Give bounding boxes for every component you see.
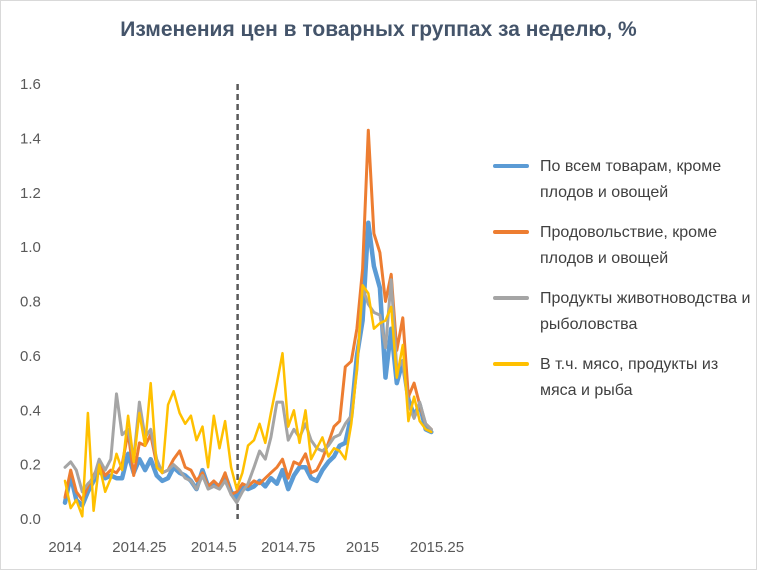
y-tick-label: 0.8 [20,294,41,311]
y-tick-label: 1.2 [20,185,41,202]
y-tick-label: 0.6 [20,348,41,365]
legend-label-all-goods: По всем товарам, кроме плодов и овощей [540,158,722,201]
chart-title: Изменения цен в товарных группах за неде… [120,18,637,41]
y-axis: 0.0 0.2 0.4 0.6 0.8 1.0 1.2 1.4 1.6 [20,76,41,528]
legend-swatch-all-goods [493,164,529,168]
y-tick-label: 1.4 [20,130,41,147]
legend-item-meat: В т.ч. мясо, продукты из мяса и рыба [490,352,755,404]
legend-item-livestock: Продукты животноводства и рыболовства [490,286,755,338]
x-axis: 2014 2014.25 2014.5 2014.75 2015 2015.25 [48,539,464,556]
legend-swatch-meat [493,362,529,366]
series-line-meat [63,283,433,518]
legend-label-food: Продовольствие, кроме плодов и овощей [540,224,717,267]
legend-label-livestock: Продукты животноводства и рыболовства [540,290,751,333]
y-tick-label: 0.4 [20,402,41,419]
legend-swatch-food [493,230,529,234]
series-line-all-goods [62,220,434,508]
x-tick-label: 2014.5 [191,539,237,556]
y-tick-label: 1.0 [20,239,41,256]
x-tick-label: 2014 [48,539,81,556]
legend-label-meat: В т.ч. мясо, продукты из мяса и рыба [540,356,719,399]
y-tick-label: 0.2 [20,457,41,474]
series-layer [62,128,434,518]
legend-item-all-goods: По всем товарам, кроме плодов и овощей [490,154,755,206]
x-tick-label: 2014.75 [261,539,315,556]
legend: По всем товарам, кроме плодов и овощей П… [490,154,755,418]
legend-swatch-livestock [493,296,529,300]
legend-item-food: Продовольствие, кроме плодов и овощей [490,220,755,272]
x-tick-label: 2014.25 [112,539,166,556]
x-tick-label: 2015.25 [410,539,464,556]
y-tick-label: 0.0 [20,511,41,528]
y-tick-label: 1.6 [20,76,41,93]
x-tick-label: 2015 [346,539,379,556]
